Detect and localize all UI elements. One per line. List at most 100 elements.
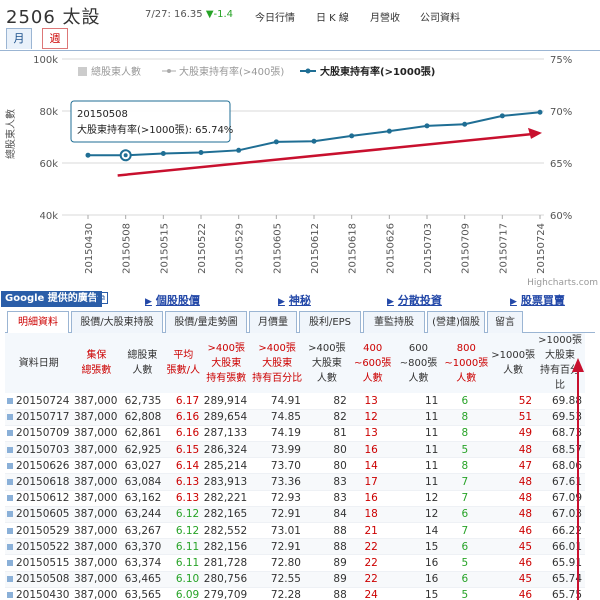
table-cell: 387,000 — [72, 409, 121, 426]
tab-detail[interactable]: 明細資料 — [7, 311, 69, 333]
table-cell: 16 — [395, 554, 442, 572]
table-cell: 387,000 — [72, 490, 121, 507]
table-cell: 8 — [441, 425, 492, 443]
table-cell: 7 — [441, 473, 492, 491]
stock-title: 2506 太設 — [6, 7, 101, 28]
data-point — [537, 109, 543, 115]
nav-monthly-revenue[interactable]: 月營收 — [370, 13, 400, 24]
tooltip-date: 20150508 — [77, 109, 128, 120]
table-cell-date: 20150522 — [5, 538, 73, 556]
table-cell: 6.13 — [164, 473, 203, 491]
table-cell: 281,728 — [202, 554, 251, 572]
date-text: 20150529 — [16, 524, 70, 537]
nav-today-quote[interactable]: 今日行情 — [255, 13, 295, 24]
table-cell: 72.91 — [250, 506, 304, 524]
table-cell: 65.75 — [535, 587, 585, 600]
table-header-cell: 平均 張數/人 — [164, 333, 203, 393]
holder-table: 資料日期 集保 總張數 總股東 人數 平均 張數/人 >400張 大股東 持有張數 >40… — [5, 333, 585, 600]
ad-link-3-label: 分散投資 — [397, 294, 442, 307]
nav-daily-kline[interactable]: 日 K 線 — [316, 13, 349, 24]
table-cell: 287,133 — [202, 425, 251, 443]
tab-price-volume[interactable]: 股價/量走勢圖 — [165, 311, 247, 333]
date-text: 20150508 — [16, 573, 70, 586]
table-cell: 62,808 — [120, 409, 165, 426]
data-point — [424, 123, 430, 129]
table-cell: 63,565 — [120, 587, 165, 600]
table-cell: 6.12 — [164, 506, 203, 524]
table-cell: 283,913 — [202, 473, 251, 491]
table-cell: 22 — [349, 554, 396, 572]
table-cell: 72.55 — [250, 571, 304, 588]
chart-axes: 60% 40k 65% 60k 70% 80k 75% 100k 總股東人數 20150430 20… — [4, 55, 572, 274]
table-cell: 387,000 — [72, 571, 121, 588]
quote-info: 7/27: 16.35 ▼-1.4 — [145, 9, 233, 20]
table-cell: 282,165 — [202, 506, 251, 524]
chart-tooltip: 20150508 大股東持有率(>1000張): 65.74% — [70, 100, 233, 143]
table-cell: 286,324 — [202, 441, 251, 459]
chart-credit: Highcharts.com — [527, 278, 598, 288]
table-row: 20150703 387,000 62,925 6.15 286,324 73.99 80 1… — [5, 441, 585, 459]
date-text: 20150430 — [16, 589, 70, 600]
tab-week[interactable]: 週 — [42, 28, 68, 49]
table-cell: 52 — [491, 393, 536, 410]
table-cell: 6.10 — [164, 571, 203, 588]
table-cell: 282,552 — [202, 522, 251, 540]
table-cell: 83 — [303, 473, 350, 491]
table-cell: 387,000 — [72, 587, 121, 600]
table-cell: 12 — [395, 506, 442, 524]
table-cell: 63,084 — [120, 473, 165, 491]
date-text: 20150717 — [16, 411, 70, 424]
data-point — [386, 128, 392, 134]
ad-link-4[interactable]: ▶ 股票買賣 — [510, 294, 565, 307]
table-header-cell: 集保 總張數 — [72, 333, 121, 393]
table-cell: 63,162 — [120, 490, 165, 507]
tab-comments[interactable]: 留言 — [487, 311, 523, 333]
table-cell: 82 — [303, 393, 350, 410]
table-cell-date: 20150724 — [5, 393, 73, 410]
table-cell: 48 — [491, 506, 536, 524]
table-cell: 63,027 — [120, 457, 165, 475]
ad-link-1[interactable]: ▶ 個股股價 — [145, 294, 200, 307]
table-cell: 387,000 — [72, 538, 121, 556]
table-cell: 69.88 — [535, 393, 585, 410]
ad-info-icon[interactable]: ⧉ — [96, 292, 108, 304]
table-header-cell: 400 ~600張 人數 — [349, 333, 396, 393]
legend-400: 大股東持有率(>400張) — [179, 65, 284, 78]
row-marker-icon — [7, 495, 13, 502]
annotation-arrow-head — [572, 358, 584, 372]
table-cell: 6.11 — [164, 554, 203, 572]
table-cell: 16 — [349, 490, 396, 507]
table-header-row: 資料日期 集保 總張數 總股東 人數 平均 張數/人 >400張 大股東 持有張數 >40… — [5, 333, 585, 393]
table-cell: 387,000 — [72, 506, 121, 524]
row-marker-icon — [7, 430, 13, 437]
table-cell: 72.93 — [250, 490, 304, 507]
tab-month[interactable]: 月 — [6, 28, 32, 49]
ad-link-2[interactable]: ▶ 神秘 — [278, 294, 311, 307]
row-marker-icon — [7, 592, 13, 599]
table-cell: 6.09 — [164, 587, 203, 600]
tab-construction[interactable]: (營建)個股 — [427, 311, 485, 333]
tab-director-holding[interactable]: 董監持股 — [363, 311, 425, 333]
tab-price-holders[interactable]: 股價/大股東持股 — [71, 311, 163, 333]
table-row: 20150618 387,000 63,084 6.13 283,913 73.36 83 1… — [5, 473, 585, 491]
line-chart: 60% 40k 65% 60k 70% 80k 75% 100k 總股東人數 20150430 20… — [4, 55, 598, 288]
table-cell: 6 — [441, 571, 492, 588]
table-cell: 74.85 — [250, 409, 304, 426]
table-cell: 83 — [303, 490, 350, 507]
ad-link-3[interactable]: ▶ 分散投資 — [387, 294, 442, 307]
data-point — [236, 147, 242, 153]
table-cell: 14 — [349, 457, 396, 475]
table-cell-date: 20150515 — [5, 554, 73, 572]
tab-dividend-eps[interactable]: 股利/EPS — [299, 311, 361, 333]
table-cell: 289,914 — [202, 393, 251, 410]
x-tick-label: 20150529 — [235, 223, 246, 274]
tab-monthly-price[interactable]: 月價量 — [249, 311, 297, 333]
table-cell: 387,000 — [72, 554, 121, 572]
table-cell: 88 — [303, 522, 350, 540]
x-tick-label: 20150618 — [348, 223, 359, 274]
date-text: 20150522 — [16, 540, 70, 553]
date-text: 20150724 — [16, 394, 70, 407]
data-point — [85, 152, 91, 158]
nav-company-info[interactable]: 公司資料 — [420, 13, 460, 24]
date-text: 20150515 — [16, 556, 70, 569]
